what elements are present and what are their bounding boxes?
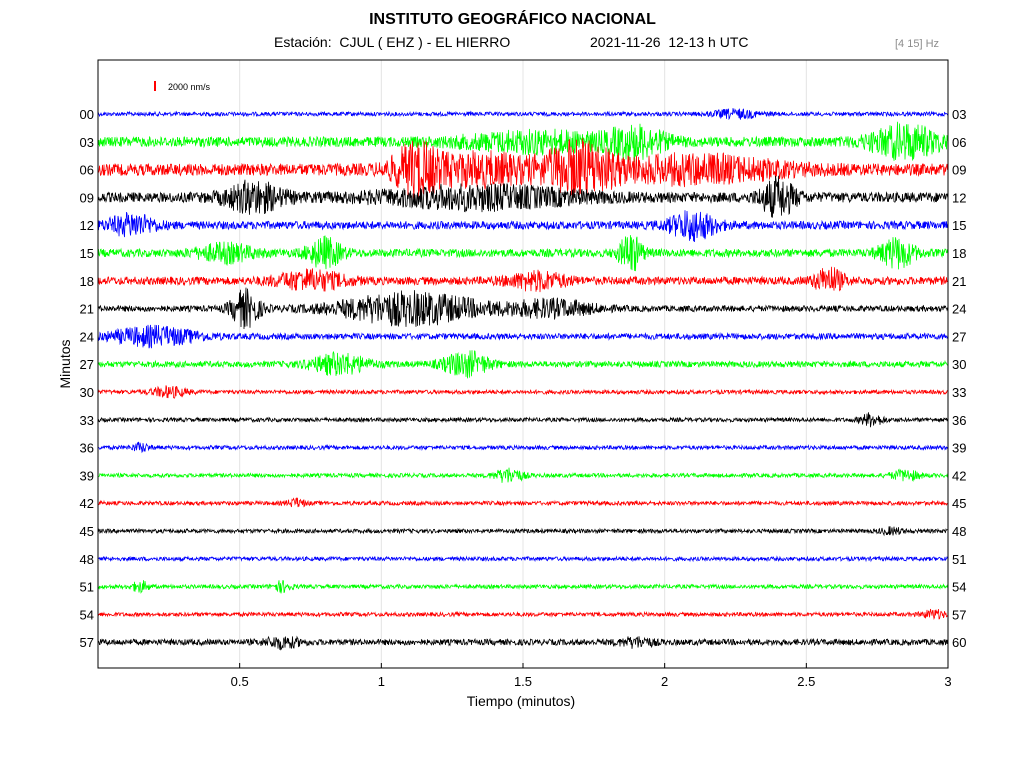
y-label-left-15: 45 [80,524,94,539]
trace-27-30 [97,350,949,379]
trace-45-48 [97,526,949,537]
y-label-left-6: 18 [80,274,94,289]
trace-33-36 [97,412,949,428]
scale-bar-label: 2000 nm/s [168,82,211,92]
trace-18-21 [97,266,949,293]
trace-51-54 [97,579,949,594]
station-label: Estación: CJUL ( EHZ ) - EL HIERRO [274,34,511,50]
x-axis-ticks: 0.5 1 1.5 2 2.5 3 [231,663,952,689]
y-axis-labels: 00 03 03 06 06 09 09 12 12 15 15 18 18 21 21 24 24 27 27 30… [80,107,967,650]
y-label-left-11: 33 [80,413,94,428]
y-label-left-4: 12 [80,218,94,233]
datetime-label: 2021-11-26 12-13 h UTC [590,34,749,50]
y-label-left-14: 42 [80,496,94,511]
trace-24-27 [97,324,949,349]
y-label-right-19: 60 [952,635,966,650]
y-label-left-18: 54 [80,607,94,622]
x-tick-label-0: 0.5 [231,674,249,689]
amplitude-scale-bar [154,81,156,91]
y-label-left-19: 57 [80,635,94,650]
y-label-right-14: 45 [952,496,966,511]
y-label-right-18: 57 [952,607,966,622]
x-tick-label-5: 3 [944,674,951,689]
trace-39-42 [98,467,949,483]
y-label-right-2: 09 [952,163,966,178]
trace-57-60 [97,635,949,651]
trace-12-15 [97,210,949,243]
y-label-left-8: 24 [80,329,94,344]
x-axis-label: Tiempo (minutos) [467,693,575,709]
y-label-left-3: 09 [80,190,94,205]
y-label-right-8: 27 [952,329,966,344]
trace-09-12 [97,175,949,218]
y-label-right-3: 12 [952,190,966,205]
trace-03-06 [97,121,949,163]
y-label-left-1: 03 [80,135,94,150]
y-label-right-16: 51 [952,552,966,567]
y-label-right-1: 06 [952,135,966,150]
y-label-left-13: 39 [80,468,94,483]
y-label-left-9: 27 [80,357,94,372]
y-label-left-12: 36 [80,441,94,456]
trace-48-51 [97,555,949,563]
trace-30-33 [97,385,949,399]
y-label-right-7: 24 [952,302,966,317]
y-label-left-7: 21 [80,302,94,317]
x-tick-label-3: 2 [661,674,668,689]
y-label-left-16: 48 [80,552,94,567]
filter-band-label: [4 15] Hz [895,38,940,50]
trace-06-09 [98,138,949,200]
trace-42-45 [97,497,949,508]
y-label-left-5: 15 [80,246,94,261]
x-tick-label-2: 1.5 [514,674,532,689]
y-label-right-10: 33 [952,385,966,400]
trace-21-24 [97,287,949,330]
y-label-left-0: 00 [80,107,94,122]
y-label-right-6: 21 [952,274,966,289]
x-tick-label-4: 2.5 [797,674,815,689]
trace-00-03 [97,108,949,121]
y-axis-label: Minutos [57,339,73,388]
y-label-left-17: 51 [80,580,94,595]
y-label-right-15: 48 [952,524,966,539]
trace-54-57 [97,608,949,620]
y-label-right-13: 42 [952,468,966,483]
y-label-right-17: 54 [952,580,966,595]
y-label-left-2: 06 [80,163,94,178]
trace-15-18 [97,235,949,272]
y-label-right-9: 30 [952,357,966,372]
chart-title: INSTITUTO GEOGRÁFICO NACIONAL [369,11,656,28]
y-label-right-0: 03 [952,107,966,122]
y-label-right-11: 36 [952,413,966,428]
y-label-right-12: 39 [952,441,966,456]
y-label-left-10: 30 [80,385,94,400]
x-tick-label-1: 1 [378,674,385,689]
seismic-traces [97,108,949,651]
y-label-right-5: 18 [952,246,966,261]
y-label-right-4: 15 [952,218,966,233]
trace-36-39 [97,441,949,454]
